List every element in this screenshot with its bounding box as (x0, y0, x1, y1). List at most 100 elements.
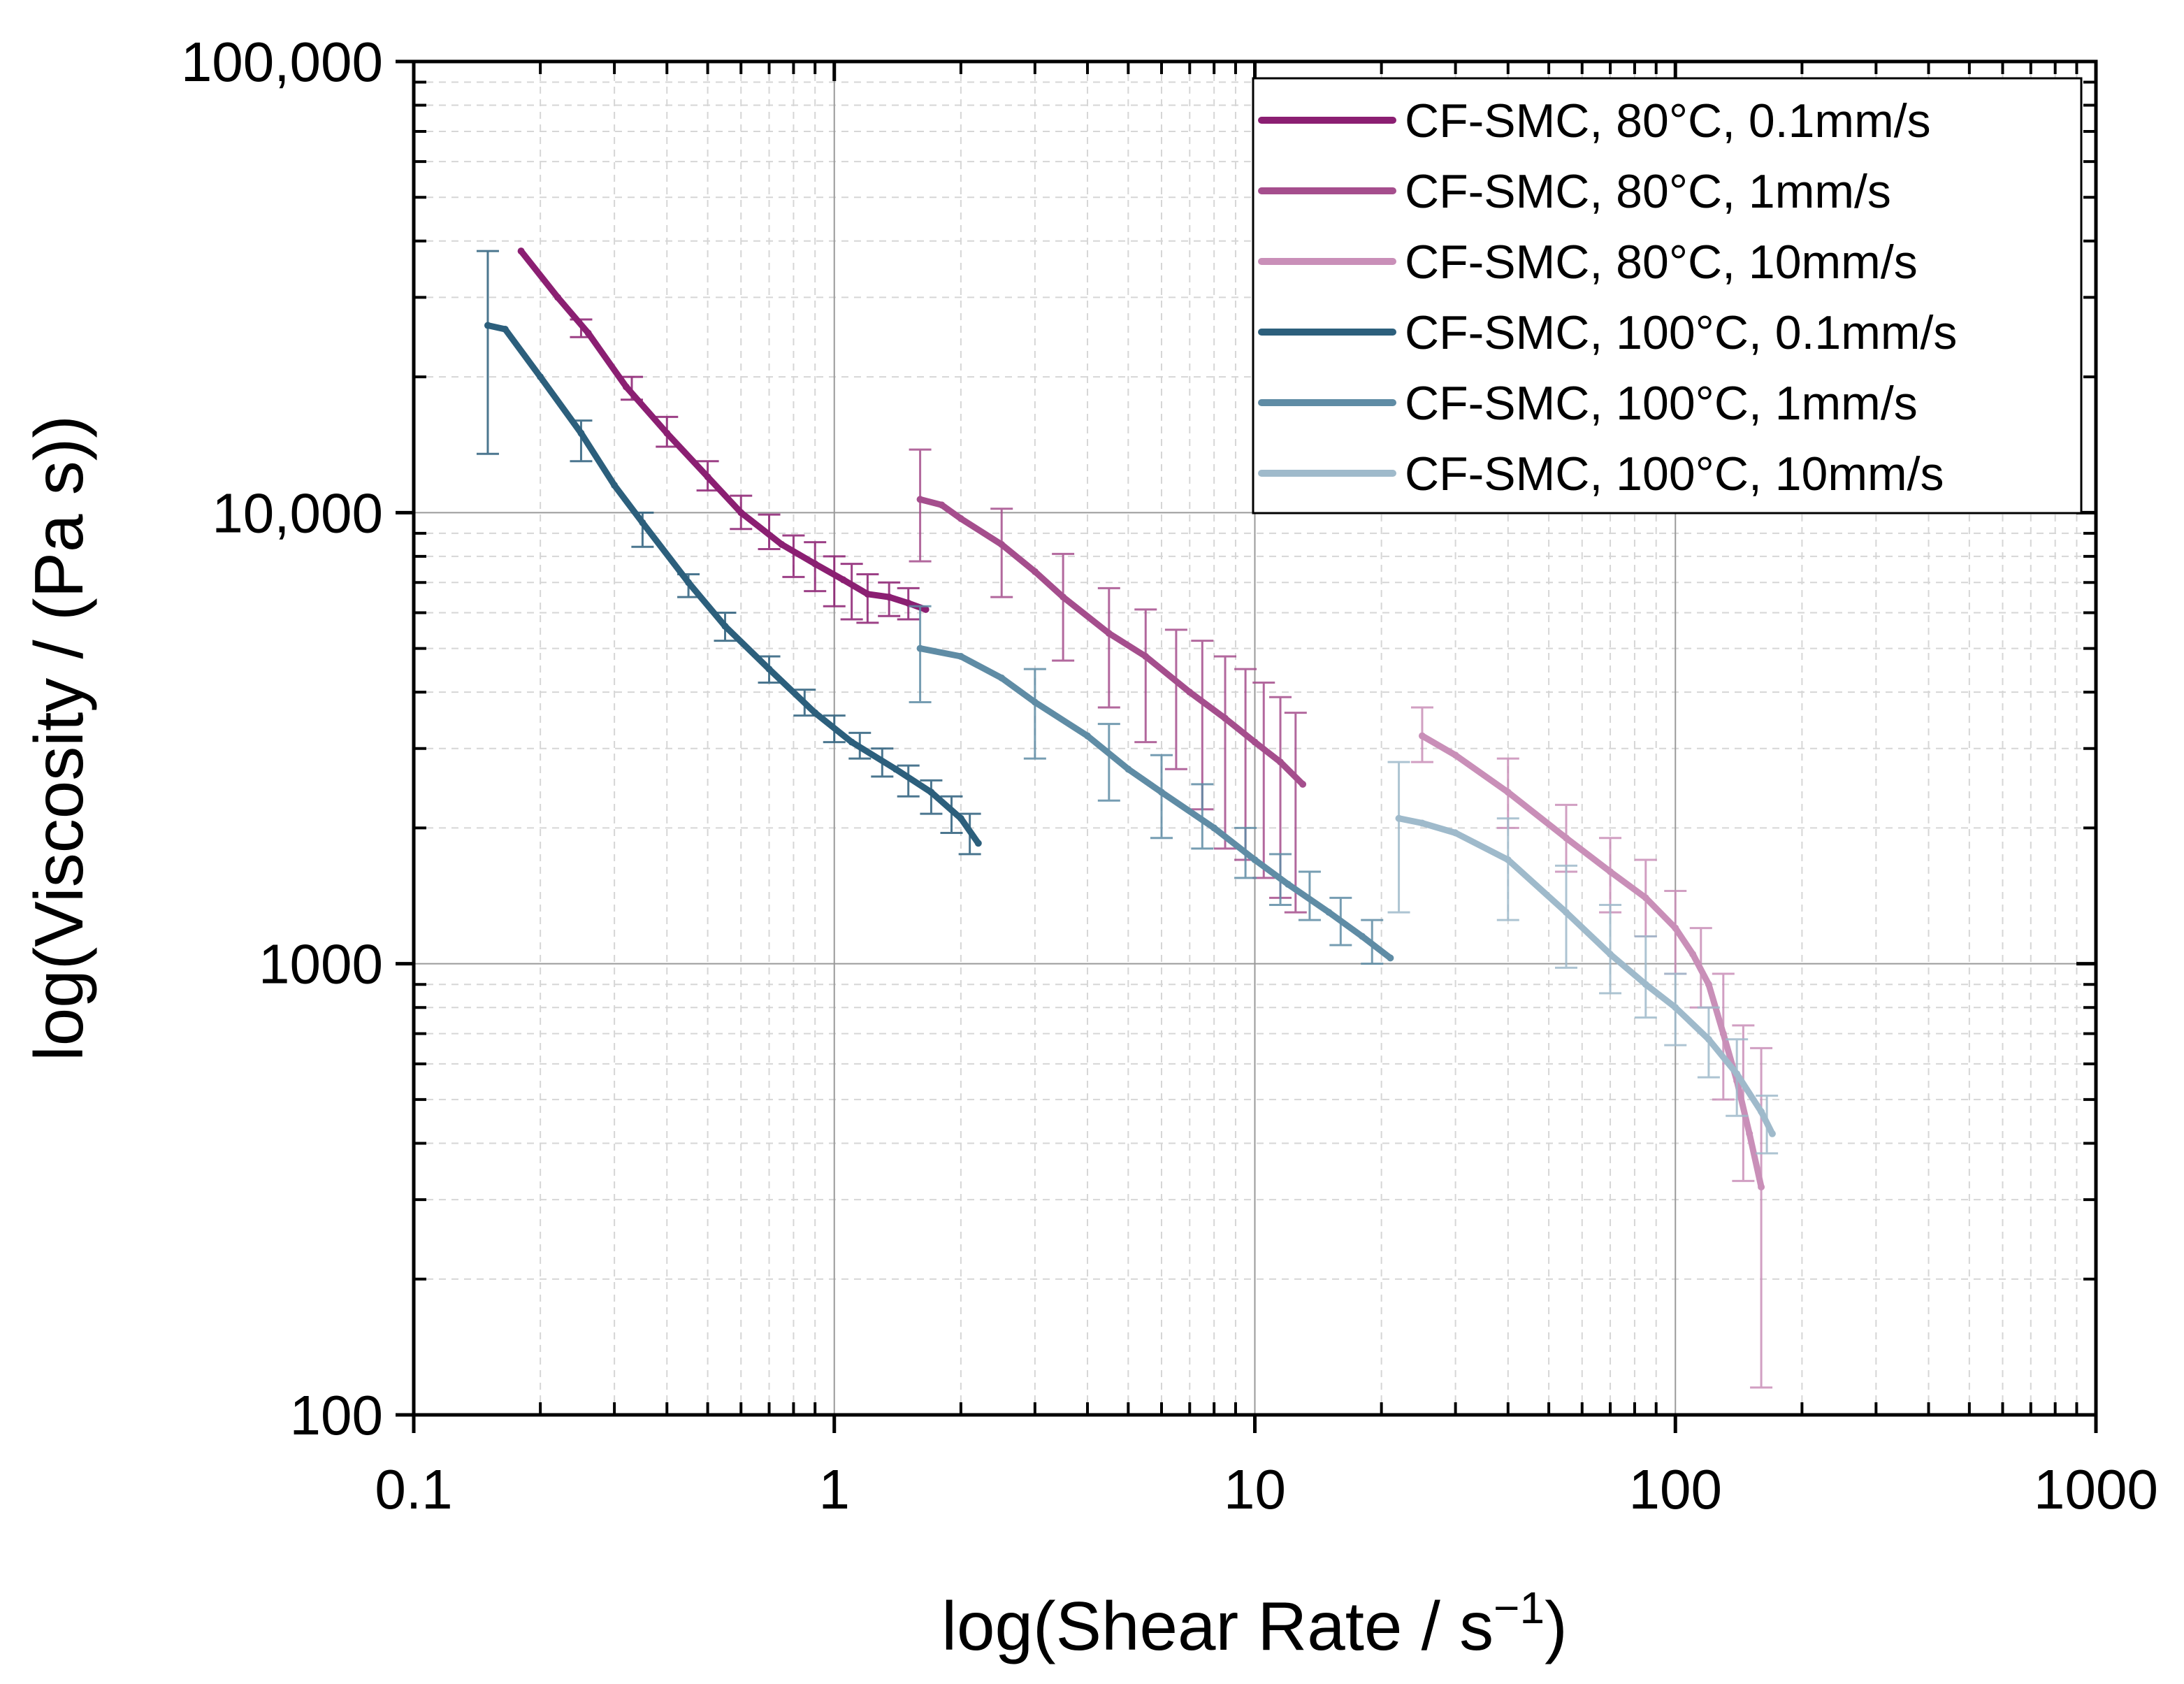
error-bar (909, 448, 932, 563)
data-point (811, 560, 819, 568)
data-point (1758, 1183, 1765, 1191)
data-point (484, 322, 491, 329)
series-layer (476, 247, 1779, 1389)
error-bar (1164, 628, 1187, 770)
data-point (1642, 894, 1649, 902)
data-point (1504, 789, 1512, 796)
error-bar (1150, 754, 1173, 840)
y-tick-label: 100,000 (181, 31, 383, 93)
data-point (663, 429, 671, 437)
data-point (864, 590, 872, 598)
x-tick-label: 0.1 (375, 1458, 452, 1520)
data-point (1642, 981, 1649, 988)
data-point (957, 653, 964, 661)
tick-labels: 0.1 1 10 100 1000 100 1000 10,000 100,000 (181, 31, 2158, 1520)
data-point (848, 738, 855, 746)
error-bar (476, 250, 499, 455)
legend-entry: CF-SMC, 100°C, 0.1mm/s (1258, 306, 1957, 359)
error-bar (1023, 668, 1046, 760)
legend-label: CF-SMC, 100°C, 1mm/s (1405, 377, 1918, 430)
legend-entry: CF-SMC, 80°C, 1mm/s (1258, 165, 1891, 218)
data-point (1452, 751, 1459, 759)
error-bar (1599, 904, 1622, 995)
data-point (1251, 738, 1259, 746)
legend-label: CF-SMC, 80°C, 10mm/s (1405, 236, 1918, 289)
legend-label: CF-SMC, 80°C, 0.1mm/s (1405, 94, 1931, 147)
data-point (537, 373, 544, 381)
legend-label: CF-SMC, 100°C, 0.1mm/s (1405, 306, 1957, 359)
data-point (1758, 1108, 1765, 1116)
data-point (737, 509, 745, 517)
data-point (639, 519, 646, 526)
error-bar (840, 563, 863, 621)
data-point (1733, 1070, 1741, 1078)
error-bar (1555, 864, 1578, 969)
data-point (1158, 789, 1166, 796)
data-point (1705, 1035, 1712, 1043)
data-point (577, 429, 585, 437)
data-point (1418, 819, 1426, 827)
legend-entry: CF-SMC, 100°C, 1mm/s (1258, 377, 1918, 430)
data-point (1060, 593, 1067, 601)
error-bar (1634, 935, 1657, 1019)
data-point (1285, 881, 1292, 888)
error-bar (856, 573, 879, 624)
data-point (1222, 714, 1229, 722)
axis-ticks (396, 59, 2098, 1433)
data-point (1418, 732, 1426, 740)
plot-frame (412, 59, 2098, 1417)
y-tick-label: 1000 (259, 933, 383, 995)
error-bar (1134, 608, 1157, 744)
data-point (1186, 689, 1194, 696)
data-point (622, 383, 630, 391)
legend-label: CF-SMC, 100°C, 10mm/s (1405, 447, 1944, 501)
data-point (1719, 1030, 1727, 1037)
series-line (518, 247, 930, 613)
series-line (1396, 815, 1776, 1137)
data-point (892, 765, 899, 773)
data-point (916, 645, 924, 652)
y-tick-label: 100 (290, 1384, 383, 1446)
data-point (554, 294, 562, 301)
legend-label: CF-SMC, 80°C, 1mm/s (1405, 165, 1891, 218)
series-4 (476, 250, 982, 856)
error-bar (1214, 655, 1237, 850)
data-point (927, 789, 935, 796)
data-point (704, 473, 711, 481)
data-point (1607, 868, 1614, 875)
x-axis-title-superscript: −1 (1494, 1583, 1545, 1633)
data-point (957, 814, 964, 822)
error-bar (909, 605, 932, 704)
legend-entry: CF-SMC, 80°C, 10mm/s (1258, 236, 1918, 289)
data-point (765, 665, 773, 673)
x-tick-label: 100 (1629, 1458, 1722, 1520)
x-axis-title-main: log(Shear Rate / s (941, 1588, 1494, 1664)
error-bar (1052, 552, 1075, 662)
legend-box (1252, 77, 2083, 514)
data-point (1705, 981, 1712, 988)
data-point (974, 840, 982, 847)
data-point (1672, 1004, 1679, 1012)
data-point (1387, 954, 1394, 962)
data-point (1607, 950, 1614, 958)
x-tick-label: 1 (819, 1458, 851, 1520)
data-point (1124, 765, 1132, 773)
data-point (501, 325, 509, 333)
data-point (904, 599, 912, 607)
data-point (938, 501, 946, 509)
data-point (1672, 924, 1679, 932)
data-point (885, 593, 893, 601)
data-point (1277, 758, 1285, 766)
error-bar (1387, 761, 1410, 914)
y-axis-title: log(Viscosity / (Pa s)) (20, 415, 97, 1061)
error-bar (940, 795, 963, 834)
error-bar (1284, 712, 1307, 914)
data-point (1105, 630, 1113, 638)
data-point (1084, 732, 1092, 740)
x-tick-label: 10 (1224, 1458, 1286, 1520)
data-point (998, 540, 1006, 548)
data-point (1563, 909, 1570, 916)
data-point (1142, 653, 1150, 661)
data-point (611, 482, 619, 489)
error-bar (1097, 723, 1120, 802)
